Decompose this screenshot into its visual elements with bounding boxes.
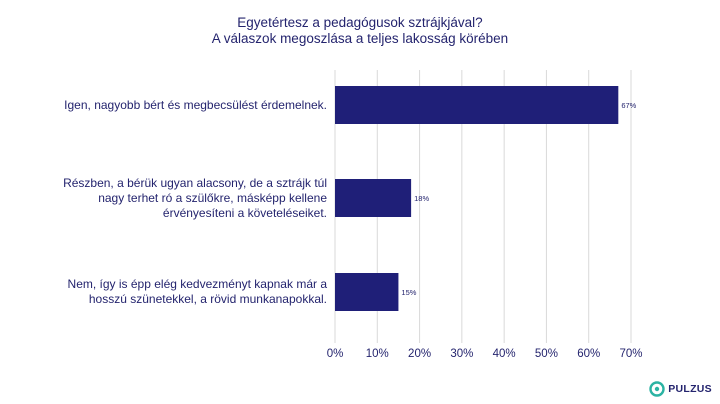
pulzus-logo-icon: [649, 381, 665, 397]
logo-text: PULZUS: [668, 383, 712, 395]
data-label: 67%: [621, 101, 636, 110]
bar: [335, 179, 412, 217]
category-label-line: nagy terhet ró a szülőkre, másképp kelle…: [98, 190, 327, 205]
category-label: Részben, a bérük ugyan alacsony, de a sz…: [0, 176, 327, 221]
bar: [335, 86, 619, 124]
x-tick-label: 40%: [493, 348, 516, 360]
category-label-line: Részben, a bérük ugyan alacsony, de a sz…: [63, 175, 327, 190]
x-tick-label: 70%: [619, 348, 642, 360]
x-tick-label: 20%: [408, 348, 431, 360]
x-tick-label: 10%: [366, 348, 389, 360]
x-tick-label: 60%: [577, 348, 600, 360]
x-tick-label: 0%: [327, 348, 344, 360]
category-label: Igen, nagyobb bért és megbecsülést érdem…: [0, 98, 327, 113]
x-tick-label: 30%: [450, 348, 473, 360]
category-label-line: Nem, így is épp elég kedvezményt kapnak …: [67, 277, 327, 291]
x-tick-label: 50%: [535, 348, 558, 360]
category-label-line: érvényesíteni a követeléseiket.: [162, 205, 327, 220]
pulzus-logo: PULZUS: [648, 380, 712, 398]
category-label-line: Igen, nagyobb bért és megbecsülést érdem…: [64, 97, 327, 112]
bar: [335, 273, 399, 311]
chart-title: Egyetértesz a pedagógusok sztrájkjával?: [237, 15, 483, 30]
chart-subtitle: A válaszok megoszlása a teljes lakosság …: [211, 31, 509, 46]
data-label: 15%: [401, 288, 416, 297]
category-label-line: hosszú szünetekkel, a rövid munkanapokka…: [88, 292, 327, 306]
category-label: Nem, így is épp elég kedvezményt kapnak …: [0, 277, 327, 307]
data-label: 18%: [414, 194, 429, 203]
